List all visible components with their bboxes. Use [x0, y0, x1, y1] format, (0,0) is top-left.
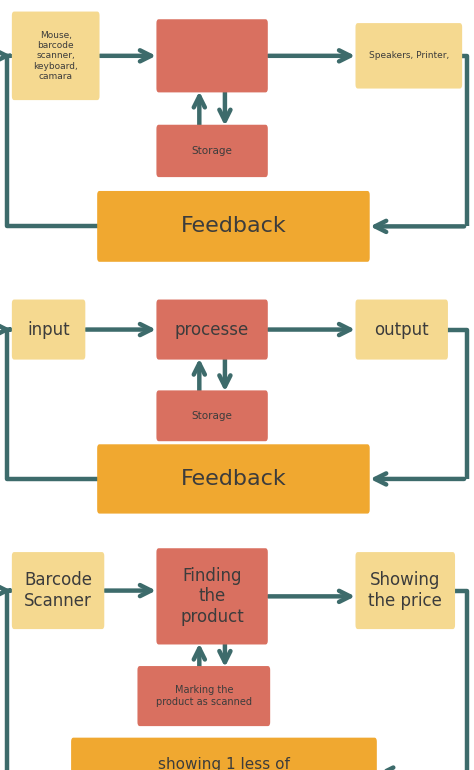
Text: input: input	[27, 320, 70, 339]
FancyBboxPatch shape	[137, 666, 270, 726]
FancyBboxPatch shape	[71, 738, 377, 770]
Text: Barcode
Scanner: Barcode Scanner	[24, 571, 92, 610]
Text: Storage: Storage	[191, 146, 233, 156]
FancyBboxPatch shape	[156, 300, 268, 360]
FancyBboxPatch shape	[156, 19, 268, 92]
Text: Storage: Storage	[191, 411, 233, 420]
FancyBboxPatch shape	[97, 191, 370, 262]
Text: Feedback: Feedback	[181, 469, 286, 489]
FancyBboxPatch shape	[356, 23, 462, 89]
Text: Marking the
product as scanned: Marking the product as scanned	[156, 685, 252, 707]
Text: Speakers, Printer,: Speakers, Printer,	[369, 52, 449, 60]
FancyBboxPatch shape	[156, 125, 268, 177]
Text: Feedback: Feedback	[181, 216, 286, 236]
FancyBboxPatch shape	[12, 12, 100, 100]
Text: Finding
the
product: Finding the product	[180, 567, 244, 626]
Text: Showing
the price: Showing the price	[368, 571, 442, 610]
FancyBboxPatch shape	[97, 444, 370, 514]
FancyBboxPatch shape	[12, 552, 104, 629]
Text: processe: processe	[175, 320, 249, 339]
FancyBboxPatch shape	[156, 390, 268, 441]
FancyBboxPatch shape	[356, 552, 455, 629]
FancyBboxPatch shape	[12, 300, 85, 360]
FancyBboxPatch shape	[156, 548, 268, 644]
FancyBboxPatch shape	[356, 300, 448, 360]
Text: showing 1 less of
the product: showing 1 less of the product	[158, 757, 290, 770]
Text: Mouse,
barcode
scanner,
keyboard,
camara: Mouse, barcode scanner, keyboard, camara	[33, 31, 78, 81]
Text: output: output	[374, 320, 429, 339]
